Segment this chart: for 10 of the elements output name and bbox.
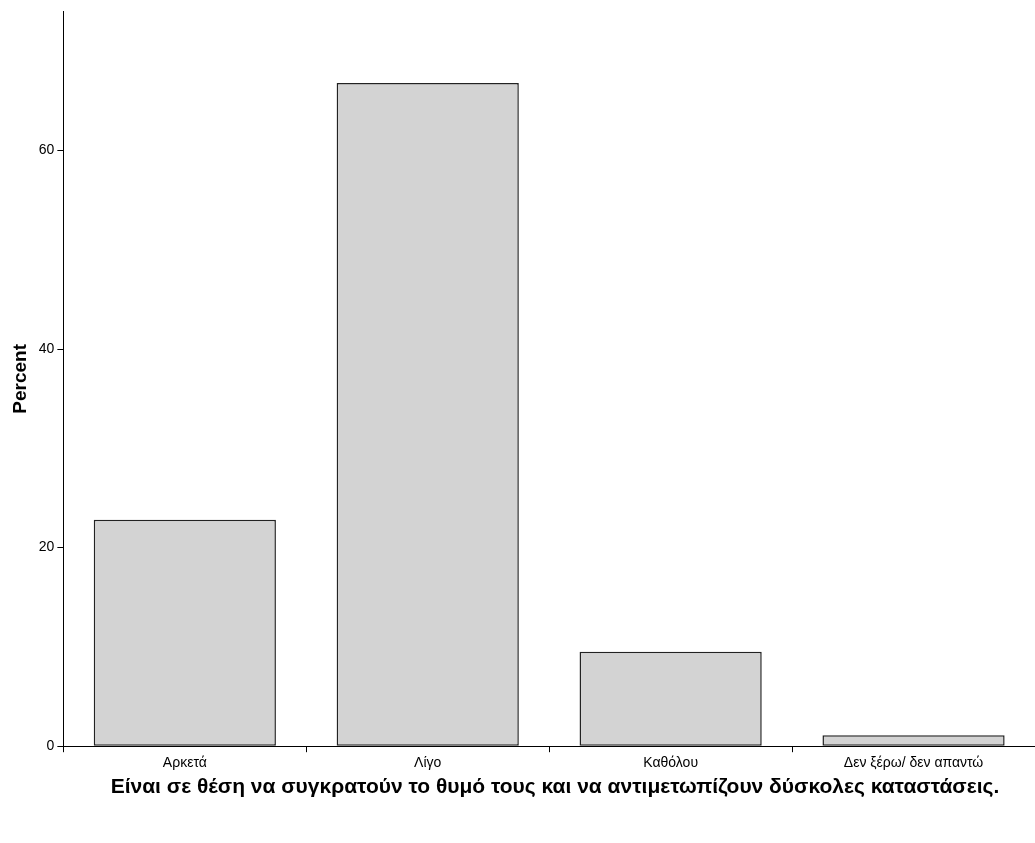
x-axis-title: Είναι σε θέση να συγκρατούν το θυμό τους και να αντιμετωπίζουν δύσκολες καταστάσεις.	[109, 774, 1001, 797]
y-axis-title: Percent	[8, 343, 30, 414]
y-tick-label: 60	[38, 141, 55, 158]
x-tick-label: Αρκετά	[162, 754, 207, 771]
y-tick-label: 0	[46, 737, 55, 754]
y-tick-label: 40	[38, 339, 55, 356]
x-tick-label: Δεν ξέρω/ δεν απαντώ	[843, 754, 984, 771]
x-tick-label: Καθόλου	[643, 754, 699, 771]
y-tick-label: 20	[38, 538, 55, 555]
x-tick-label: Λίγο	[414, 754, 442, 771]
